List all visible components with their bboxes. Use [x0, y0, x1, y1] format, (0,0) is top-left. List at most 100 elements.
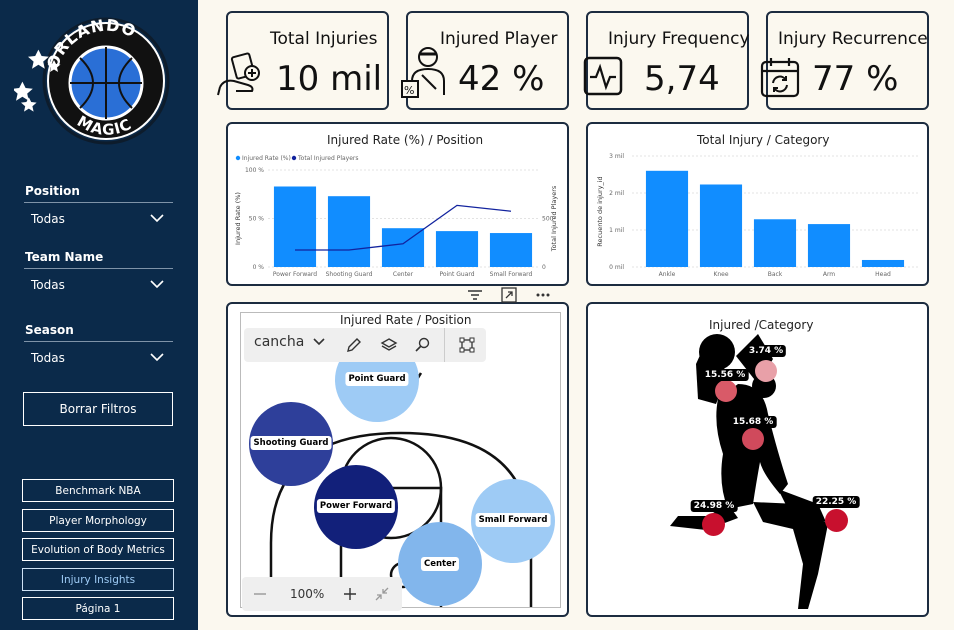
kpi-card-injury-recurrence: Injury Recurrence 77 %: [760, 11, 929, 110]
zoom-level: 100%: [290, 587, 325, 601]
clear-filters-button[interactable]: Borrar Filtros: [23, 392, 173, 426]
calendar-recur-icon: [760, 58, 800, 98]
marker-arm[interactable]: [715, 380, 737, 402]
chart-injured-rate-position[interactable]: Injured Rate (%) / Position Injured Rate…: [226, 122, 569, 286]
bubble-label: Center: [420, 557, 460, 571]
pencil-icon[interactable]: [345, 336, 363, 354]
divider: [24, 202, 173, 203]
chevron-down-icon[interactable]: [150, 279, 164, 289]
bar: [489, 233, 533, 267]
focus-mode-icon[interactable]: [501, 287, 517, 303]
injured-player-icon: %: [401, 47, 445, 98]
kpi-title: Injury Recurrence: [778, 29, 928, 49]
chart-total-injury-category[interactable]: Total Injury / Category 0 mil 1 mil 2 mil 3…: [586, 122, 929, 286]
marker-label: 24.98 %: [690, 500, 738, 512]
y-axis-title: Recuento de injury_id: [596, 176, 604, 246]
bar: [861, 259, 905, 267]
filter-icon[interactable]: [468, 290, 482, 300]
kpi-card-total-injuries: Total Injuries 10 mil: [217, 11, 389, 110]
y-right-tick-label: 0: [542, 264, 546, 271]
filter-label-season: Season: [25, 323, 74, 337]
y-tick-label: 2 mil: [609, 190, 624, 197]
y-tick-label: 3 mil: [609, 153, 624, 160]
y-tick-label: 0 mil: [609, 264, 624, 271]
chart-title: Total Injury / Category: [697, 133, 830, 147]
x-tick-label: Head: [875, 271, 891, 278]
bar: [273, 186, 317, 267]
x-tick-label: Shooting Guard: [326, 271, 373, 278]
bubble-label: Point Guard: [345, 372, 409, 386]
kpi-title: Total Injuries: [270, 29, 378, 49]
kpi-value: 42 %: [458, 59, 545, 99]
marker-label: 15.56 %: [701, 369, 749, 381]
map-layer-select[interactable]: cancha: [254, 334, 325, 350]
filter-team-value[interactable]: Todas: [31, 278, 65, 292]
visual-header: [468, 287, 550, 303]
x-tick-label: Center: [393, 271, 414, 278]
bar: [381, 228, 425, 267]
court-map-panel[interactable]: Injured Rate / Position Point Guard Shoo…: [226, 302, 569, 617]
chevron-down-icon[interactable]: [150, 213, 164, 223]
y-tick-label: 50 %: [249, 216, 265, 223]
marker-ankle[interactable]: [702, 513, 725, 536]
x-tick-label: Power Forward: [273, 271, 317, 278]
svg-text:%: %: [404, 84, 414, 97]
nav-injury-insights[interactable]: Injury Insights: [22, 568, 174, 591]
marker-label: 3.74 %: [745, 345, 787, 357]
selection-box-icon[interactable]: [458, 336, 476, 354]
y-tick-label: 100 %: [245, 167, 264, 174]
marker-knee[interactable]: [825, 509, 848, 532]
bar: [645, 170, 689, 267]
filter-label-team: Team Name: [25, 250, 104, 264]
zoom-bar: 100%: [242, 577, 402, 611]
marker-head[interactable]: [755, 360, 777, 382]
x-tick-label: Knee: [713, 271, 728, 278]
chevron-down-icon[interactable]: [150, 352, 164, 362]
bar: [327, 196, 371, 267]
nav-benchmark-nba[interactable]: Benchmark NBA: [22, 479, 174, 502]
injury-category-panel[interactable]: Injured /Category 3.74 % 15.56 % 15.68 %…: [586, 302, 929, 617]
filter-position-value[interactable]: Todas: [31, 212, 65, 226]
x-tick-label: Point Guard: [439, 271, 474, 278]
kpi-value: 10 mil: [276, 59, 383, 99]
y-tick-label: 0 %: [253, 264, 265, 271]
filter-label-position: Position: [25, 184, 80, 198]
kpi-value: 5,74: [644, 59, 720, 99]
injured-hand-icon: [217, 52, 260, 96]
x-tick-label: Back: [768, 271, 783, 278]
pulse-icon: [583, 56, 623, 96]
total-injury-category-plot: 0 mil 1 mil 2 mil 3 mil Recuento de injury_i…: [596, 153, 918, 278]
kpi-value: 77 %: [812, 59, 899, 99]
search-icon[interactable]: [414, 336, 432, 354]
nav-player-morphology[interactable]: Player Morphology: [22, 509, 174, 532]
more-options-icon[interactable]: [536, 293, 550, 297]
x-tick-label: Ankle: [659, 271, 676, 278]
layers-icon[interactable]: [380, 336, 398, 354]
divider: [24, 341, 173, 342]
filter-season-value[interactable]: Todas: [31, 351, 65, 365]
kpi-card-injury-frequency: Injury Frequency 5,74: [583, 11, 750, 110]
legend-label: Total Injured Players: [297, 155, 359, 162]
sidebar: ORLANDO MAGIC Position Todas Team Name T…: [0, 0, 198, 630]
nav-evolution-body-metrics[interactable]: Evolution of Body Metrics: [22, 538, 174, 561]
chevron-down-icon: [313, 338, 325, 346]
orlando-magic-logo: ORLANDO MAGIC: [14, 16, 170, 145]
legend-label: Injured Rate (%): [242, 155, 291, 162]
kpi-title: Injured Player: [440, 29, 558, 49]
bubble-label: Power Forward: [316, 499, 396, 513]
kpi-title: Injury Frequency: [608, 29, 750, 49]
bubble-label: Shooting Guard: [250, 436, 332, 450]
chart-title: Injured Rate (%) / Position: [327, 133, 484, 147]
legend-marker: [291, 155, 297, 161]
y-axis-title: Injured Rate (%): [234, 192, 242, 245]
x-tick-label: Small Forward: [490, 271, 533, 278]
marker-label: 15.68 %: [729, 416, 777, 428]
nav-pagina-1[interactable]: Página 1: [22, 597, 174, 620]
marker-back[interactable]: [742, 428, 764, 450]
panel-title: Injured /Category: [709, 318, 814, 332]
zoom-in-icon[interactable]: [342, 586, 358, 602]
kpi-card-injured-player: % Injured Player 42 %: [401, 11, 569, 110]
bar: [435, 231, 479, 267]
zoom-out-icon[interactable]: [252, 586, 268, 602]
fit-view-icon[interactable]: [374, 586, 390, 602]
